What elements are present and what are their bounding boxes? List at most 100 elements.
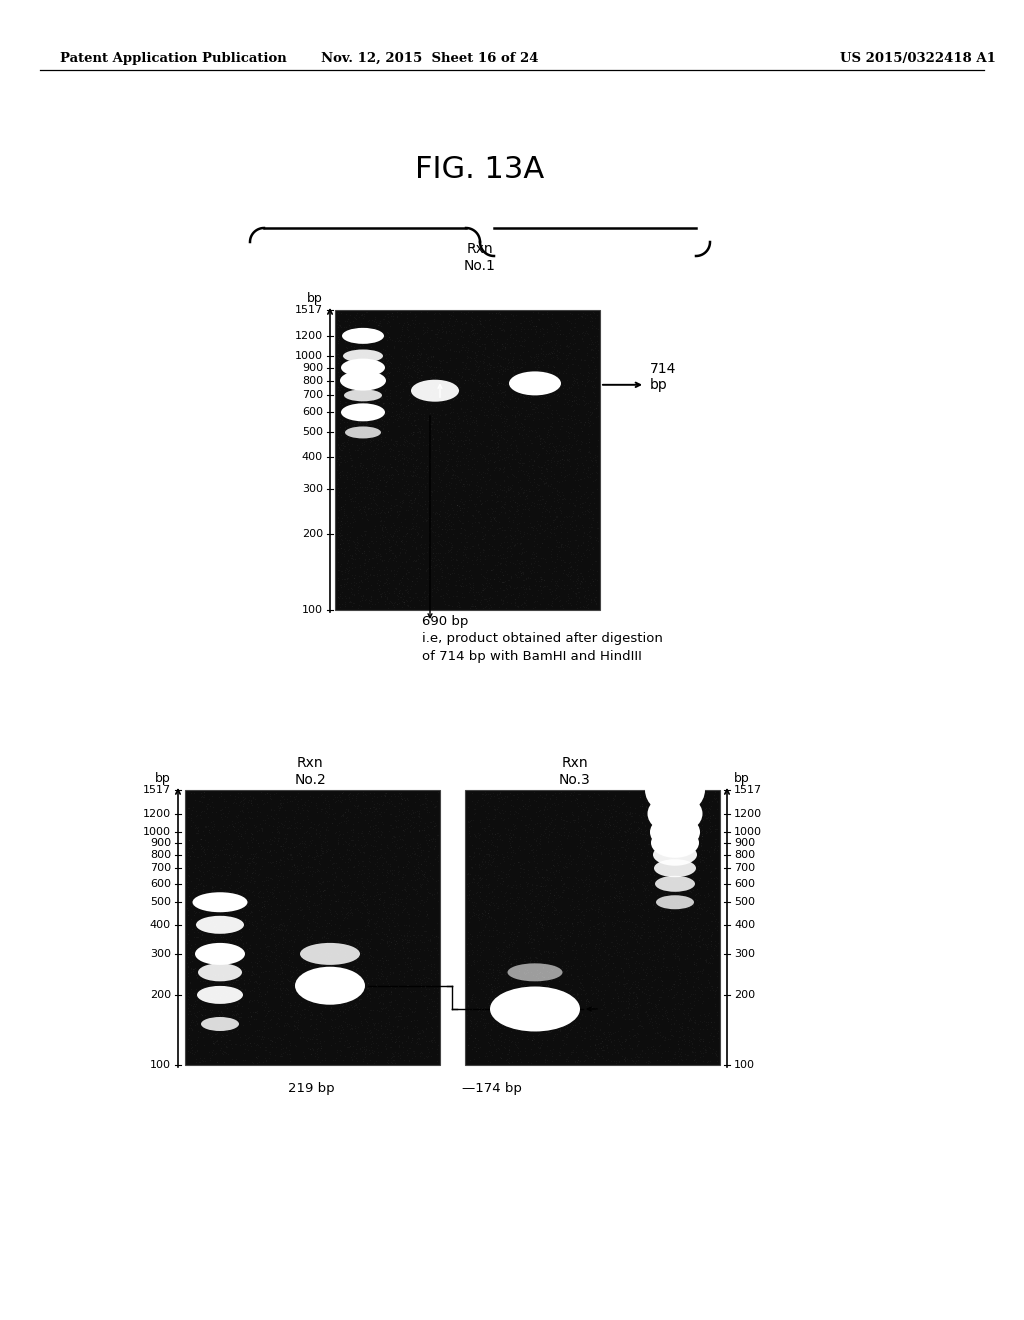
Point <box>498 908 514 929</box>
Point <box>465 867 481 888</box>
Point <box>408 785 424 807</box>
Point <box>180 994 197 1015</box>
Point <box>240 895 256 916</box>
Point <box>278 983 294 1005</box>
Point <box>564 985 581 1006</box>
Point <box>411 800 427 821</box>
Point <box>496 809 512 830</box>
Point <box>493 319 509 341</box>
Point <box>493 346 509 367</box>
Point <box>398 436 415 457</box>
Point <box>372 572 388 593</box>
Point <box>426 937 442 958</box>
Point <box>506 372 522 393</box>
Point <box>182 849 199 870</box>
Point <box>397 953 414 974</box>
Point <box>586 871 602 892</box>
Point <box>304 1005 321 1026</box>
Point <box>411 420 427 441</box>
Point <box>287 871 303 892</box>
Point <box>686 1049 702 1071</box>
Point <box>643 1007 659 1028</box>
Point <box>413 981 429 1002</box>
Point <box>481 309 498 330</box>
Point <box>354 507 371 528</box>
Point <box>334 513 350 535</box>
Point <box>341 442 357 463</box>
Point <box>555 874 571 895</box>
Point <box>650 950 667 972</box>
Point <box>353 837 370 858</box>
Point <box>543 540 559 561</box>
Point <box>505 527 521 548</box>
Point <box>445 302 462 323</box>
Point <box>293 929 309 950</box>
Point <box>579 933 595 954</box>
Point <box>701 1051 718 1072</box>
Point <box>646 842 663 863</box>
Point <box>455 557 471 578</box>
Point <box>446 411 463 432</box>
Point <box>531 987 548 1008</box>
Point <box>423 585 439 606</box>
Point <box>425 1027 441 1048</box>
Point <box>509 529 525 550</box>
Point <box>609 871 626 892</box>
Point <box>546 817 562 838</box>
Point <box>523 932 540 953</box>
Point <box>453 429 469 450</box>
Point <box>532 1015 549 1036</box>
Point <box>373 1001 389 1022</box>
Point <box>305 884 322 906</box>
Point <box>451 341 467 362</box>
Point <box>495 939 511 960</box>
Point <box>506 466 522 487</box>
Point <box>611 888 628 909</box>
Point <box>518 594 535 615</box>
Point <box>325 1020 341 1041</box>
Point <box>197 875 213 896</box>
Point <box>338 343 354 364</box>
Point <box>692 974 709 995</box>
Point <box>544 793 560 814</box>
Point <box>204 880 220 902</box>
Point <box>246 1032 262 1053</box>
Point <box>357 836 374 857</box>
Point <box>612 867 629 888</box>
Point <box>380 568 396 589</box>
Point <box>501 499 517 520</box>
Point <box>700 1011 717 1032</box>
Point <box>605 1023 622 1044</box>
Point <box>601 1014 617 1035</box>
Point <box>671 883 687 904</box>
Point <box>411 940 427 961</box>
Point <box>357 797 374 818</box>
Point <box>559 919 575 940</box>
Point <box>493 945 509 966</box>
Point <box>332 533 348 554</box>
Point <box>195 820 211 841</box>
Point <box>705 805 721 826</box>
Point <box>590 799 606 820</box>
Point <box>308 906 325 927</box>
Point <box>509 532 525 553</box>
Point <box>337 1030 353 1051</box>
Point <box>564 389 581 411</box>
Point <box>475 597 492 618</box>
Point <box>326 873 342 894</box>
Point <box>290 783 306 804</box>
Point <box>552 927 568 948</box>
Point <box>415 360 431 381</box>
Point <box>573 858 590 879</box>
Point <box>541 436 557 457</box>
Point <box>469 589 485 610</box>
Point <box>287 928 303 949</box>
Point <box>468 494 484 515</box>
Point <box>272 849 289 870</box>
Point <box>601 906 617 927</box>
Point <box>209 1031 225 1052</box>
Point <box>564 912 581 933</box>
Point <box>464 1039 480 1060</box>
Point <box>195 896 211 917</box>
Point <box>698 1040 715 1061</box>
